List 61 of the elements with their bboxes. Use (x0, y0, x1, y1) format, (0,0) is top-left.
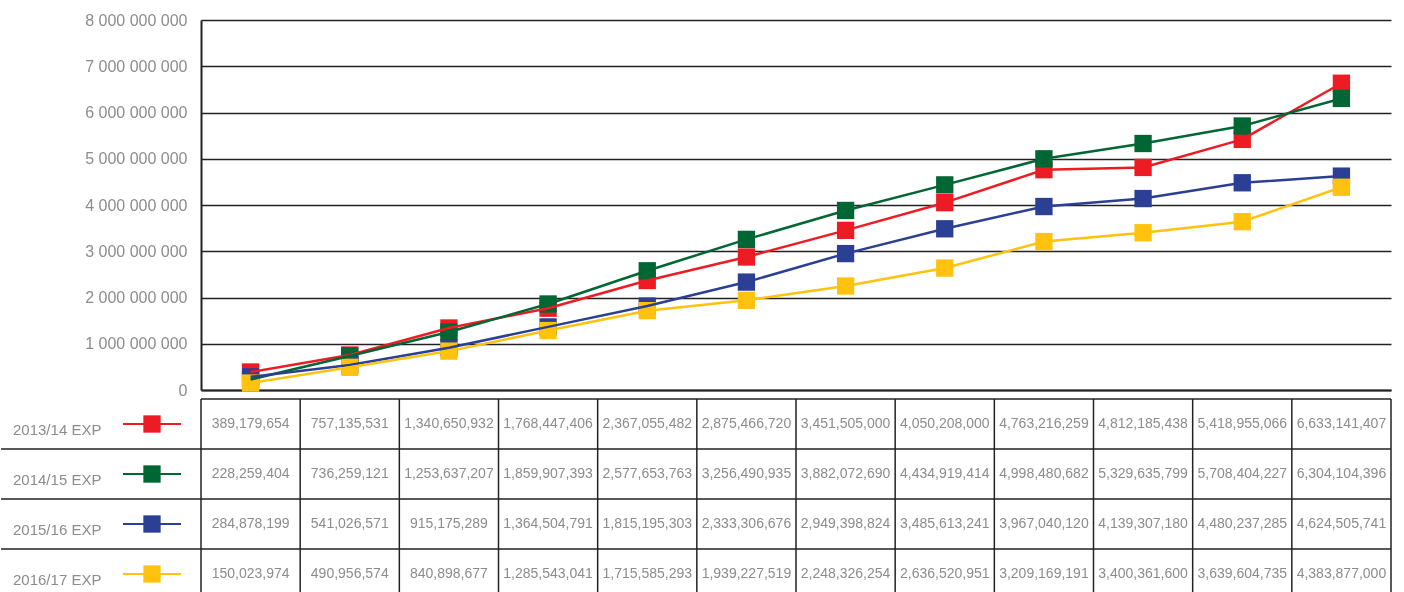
data-label: 150,023,974 (211, 565, 290, 581)
data-label: 2,949,398,824 (800, 515, 891, 531)
y-tick-label: 7 000 000 000 (85, 57, 188, 75)
data-label: 3,451,505,000 (800, 415, 891, 431)
data-label: 2,636,520,951 (899, 565, 990, 581)
data-label: 3,639,604,735 (1197, 565, 1288, 581)
data-label: 757,135,531 (310, 415, 389, 431)
y-tick-label: 8 000 000 000 (85, 11, 188, 29)
data-label: 1,939,227,519 (701, 565, 792, 581)
y-tick-label: 1 000 000 000 (85, 335, 188, 353)
data-label: 4,624,505,741 (1296, 515, 1387, 531)
data-label: 3,400,361,600 (1098, 565, 1189, 581)
data-label: 2,367,055,482 (602, 415, 693, 431)
data-label: 284,878,199 (211, 515, 290, 531)
y-tick-label: 2 000 000 000 (85, 289, 188, 306)
data-label: 5,418,955,066 (1197, 415, 1288, 431)
data-label: 1,340,650,932 (404, 415, 494, 431)
data-label: 5,708,404,227 (1197, 465, 1288, 481)
data-label: 4,139,307,180 (1098, 515, 1189, 531)
data-label: 490,956,574 (310, 565, 389, 581)
data-label: 3,882,072,690 (800, 465, 891, 481)
data-label: 915,175,289 (409, 515, 489, 531)
data-label: 4,763,216,259 (999, 415, 1089, 431)
data-label: 4,434,919,414 (899, 465, 990, 481)
data-label: 4,050,208,000 (899, 415, 990, 431)
data-label: 5,329,635,799 (1098, 465, 1189, 481)
data-label: 736,259,121 (310, 465, 389, 481)
y-tick-label: 3 000 000 000 (85, 242, 188, 260)
data-label: 389,179,654 (211, 415, 290, 431)
data-label: 228,259,404 (211, 465, 290, 481)
data-label: 4,383,877,000 (1296, 565, 1387, 581)
data-label: 3,485,613,241 (899, 515, 990, 531)
data-label: 6,304,104,396 (1296, 465, 1387, 481)
data-label: 1,364,504,791 (503, 515, 594, 531)
data-label: 3,967,040,120 (999, 515, 1089, 531)
data-label: 840,898,677 (409, 565, 489, 581)
legend-label: 2015/16 EXP (13, 521, 102, 538)
data-label: 1,815,195,303 (602, 515, 693, 531)
data-label: 2,577,653,763 (602, 465, 693, 481)
y-tick-label: 4 000 000 000 (85, 196, 188, 214)
data-label: 1,859,907,393 (503, 465, 594, 481)
data-label: 2,248,326,254 (800, 565, 891, 581)
data-label: 2,333,306,676 (701, 515, 792, 531)
legend-label: 2013/14 EXP (13, 421, 102, 438)
data-label: 1,768,447,406 (503, 415, 594, 431)
y-tick-label: 6 000 000 000 (85, 104, 188, 121)
y-tick-label: 5 000 000 000 (85, 150, 188, 168)
data-label: 2,875,466,720 (701, 415, 792, 431)
data-label: 1,253,637,207 (404, 465, 494, 481)
data-label: 4,998,480,682 (999, 465, 1089, 481)
data-label: 3,256,490,935 (701, 465, 792, 481)
data-label: 541,026,571 (310, 515, 389, 531)
legend-label: 2016/17 EXP (13, 571, 102, 588)
legend-label: 2014/15 EXP (13, 471, 102, 488)
data-label: 4,812,185,438 (1098, 415, 1189, 431)
data-label: 4,480,237,285 (1197, 515, 1288, 531)
data-label: 3,209,169,191 (999, 565, 1089, 581)
data-label: 6,633,141,407 (1296, 415, 1387, 431)
data-label: 1,285,543,041 (503, 565, 594, 581)
y-tick-label: 0 (178, 381, 188, 399)
data-label: 1,715,585,293 (602, 565, 693, 581)
